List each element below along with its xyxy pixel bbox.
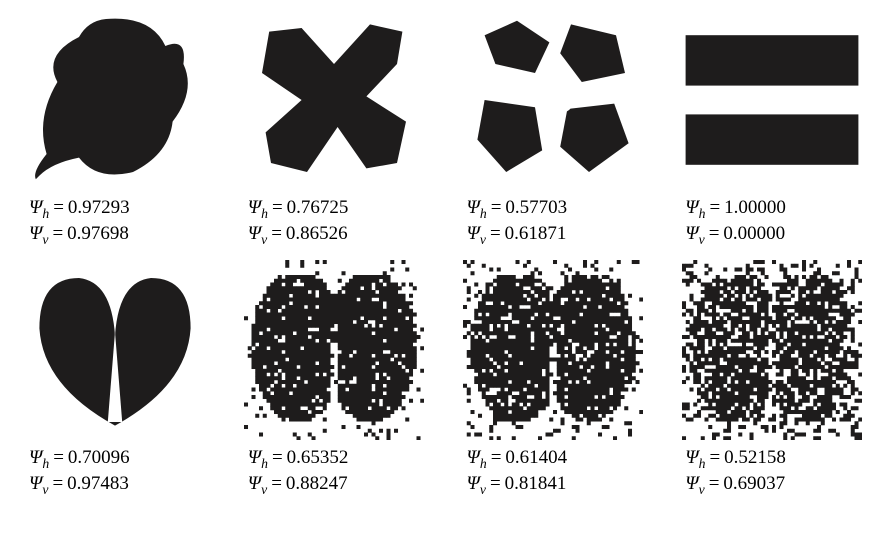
heart-v-icon	[25, 260, 205, 440]
heart-v-noisy-icon	[463, 260, 643, 440]
bird-silhouette-icon	[25, 10, 205, 190]
panel-1-image	[244, 10, 425, 190]
heart-v-noisy-icon	[682, 260, 862, 440]
panel-0-caption: Ψh=0.97293 Ψv=0.97698	[25, 194, 206, 256]
heart-v-noisy-icon	[244, 260, 424, 440]
panel-3-caption: Ψh=1.00000 Ψv=0.00000	[681, 194, 862, 256]
panel-5-caption: Ψh=0.65352 Ψv=0.88247	[244, 444, 425, 506]
panel-2-caption: Ψh=0.57703 Ψv=0.61871	[463, 194, 644, 256]
four-blobs-icon	[463, 10, 643, 190]
panel-7-caption: Ψh=0.52158 Ψv=0.69037	[681, 444, 862, 506]
panel-5-image	[244, 260, 425, 440]
panel-3-image	[681, 10, 862, 190]
two-bars-icon	[682, 10, 862, 190]
panel-7-image	[681, 260, 862, 440]
figure-grid: Ψh=0.97293 Ψv=0.97698 Ψh=0.76725 Ψv=0.86…	[25, 10, 862, 506]
panel-2-image	[463, 10, 644, 190]
panel-6-caption: Ψh=0.61404 Ψv=0.81841	[463, 444, 644, 506]
panel-6-image	[463, 260, 644, 440]
panel-1-caption: Ψh=0.76725 Ψv=0.86526	[244, 194, 425, 256]
x-cross-icon	[244, 10, 424, 190]
panel-0-image	[25, 10, 206, 190]
panel-4-caption: Ψh=0.70096 Ψv=0.97483	[25, 444, 206, 506]
panel-4-image	[25, 260, 206, 440]
